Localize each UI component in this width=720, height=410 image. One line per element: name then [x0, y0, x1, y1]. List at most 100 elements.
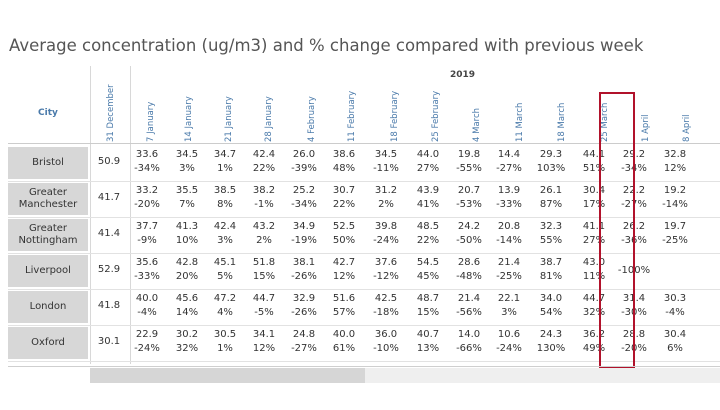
data-cell: 34.5 -11%	[368, 148, 404, 176]
data-cell: 40.7 13%	[410, 328, 446, 356]
date-header[interactable]: 4 February	[303, 86, 327, 142]
date-header[interactable]: 4 March	[468, 86, 492, 142]
date-header-label: 8 April	[682, 114, 692, 142]
percent-change: -1%	[254, 199, 274, 210]
percent-change: 12%	[663, 163, 687, 174]
data-cell: 30.4 6%	[657, 328, 693, 356]
date-header[interactable]: 1 April	[637, 86, 661, 142]
year-header: 2019	[450, 70, 476, 80]
row-separator	[8, 217, 720, 218]
data-cell: 25.2 -34%	[286, 184, 322, 212]
date-header[interactable]: 11 February	[343, 86, 367, 142]
data-cell: 29.3 103%	[533, 148, 569, 176]
concentration-value: 34.0	[539, 293, 563, 304]
concentration-value: 38.6	[332, 149, 356, 160]
data-cell: 19.8 -55%	[451, 148, 487, 176]
data-cell: 39.8 -24%	[368, 220, 404, 248]
city-column-header[interactable]: City	[38, 108, 58, 118]
concentration-value: 44.1	[582, 149, 606, 160]
concentration-value: 40.0	[135, 293, 159, 304]
date-header-label: 11 March	[515, 102, 525, 142]
percent-change: -10%	[373, 343, 399, 354]
percent-change: 1%	[217, 343, 233, 354]
data-cell: 40.0 61%	[326, 328, 362, 356]
city-cell[interactable]: Greater Manchester	[8, 183, 88, 215]
data-cell: 30.4 17%	[576, 184, 612, 212]
date-header[interactable]: 28 January	[260, 86, 284, 142]
date-header[interactable]: 18 March	[553, 86, 577, 142]
percent-change: -50%	[456, 235, 482, 246]
data-cell: 54.5 45%	[410, 256, 446, 284]
date-header-label: 18 March	[557, 102, 567, 142]
concentration-value: 13.9	[497, 185, 521, 196]
percent-change: 32%	[175, 343, 199, 354]
data-cell: 22.1 3%	[491, 292, 527, 320]
percent-change: -24%	[496, 343, 522, 354]
data-cell: 21.4 -25%	[491, 256, 527, 284]
percent-change: 32%	[582, 307, 606, 318]
data-cell: 19.2 -14%	[657, 184, 693, 212]
page-title: Average concentration (ug/m3) and % chan…	[9, 36, 644, 55]
percent-change: 10%	[175, 235, 199, 246]
date-header[interactable]: 25 February	[427, 86, 451, 142]
city-cell[interactable]: Greater Nottingham	[8, 219, 88, 251]
date-header[interactable]: 21 January	[220, 86, 244, 142]
data-cell: 32.8 12%	[657, 148, 693, 176]
table-row: London 41.8 40.0 -4% 45.6 14% 47.2 4% 44.7 -5% 32.…	[8, 289, 720, 325]
concentration-value: 31.2	[374, 185, 398, 196]
date-header-label: 4 March	[472, 107, 482, 142]
data-cell: 22.9 -24%	[129, 328, 165, 356]
concentration-value: 28.6	[457, 257, 481, 268]
percent-change: 27%	[582, 235, 606, 246]
concentration-value: 47.2	[213, 293, 237, 304]
data-cell: 36.2 49%	[576, 328, 612, 356]
percent-change: 41%	[416, 199, 440, 210]
concentration-value: 24.2	[457, 221, 481, 232]
concentration-value: 38.5	[213, 185, 237, 196]
data-cell: 35.5 7%	[169, 184, 205, 212]
date-header-label: 1 April	[641, 114, 651, 142]
data-cell: 38.6 48%	[326, 148, 362, 176]
data-cell: 26.0 -39%	[286, 148, 322, 176]
date-header[interactable]: 31 December	[102, 84, 126, 142]
concentration-value: 45.1	[213, 257, 237, 268]
data-cell: 20.8 -14%	[491, 220, 527, 248]
data-cell: 42.4 22%	[246, 148, 282, 176]
concentration-value: 40.7	[416, 329, 440, 340]
concentration-value: 44.7	[582, 293, 606, 304]
data-cell: 30.2 32%	[169, 328, 205, 356]
column-divider	[130, 66, 131, 364]
city-cell[interactable]: Bristol	[8, 147, 88, 179]
concentration-value: 26.0	[292, 149, 316, 160]
concentration-value: 20.7	[457, 185, 481, 196]
concentration-value: 24.3	[539, 329, 563, 340]
percent-change: 61%	[332, 343, 356, 354]
concentration-value: 20.8	[497, 221, 521, 232]
city-cell[interactable]: Liverpool	[8, 255, 88, 287]
percent-change: 3%	[217, 235, 233, 246]
date-header[interactable]: 7 January	[142, 86, 166, 142]
data-cell: 43.0 11%	[576, 256, 612, 284]
date-header[interactable]: 8 April	[678, 86, 702, 142]
city-cell[interactable]: Oxford	[8, 327, 88, 359]
data-cell: 30.5 1%	[207, 328, 243, 356]
concentration-value: 45.6	[175, 293, 199, 304]
data-cell: 20.7 -53%	[451, 184, 487, 212]
date-header-label: 28 January	[264, 96, 274, 142]
city-cell[interactable]: London	[8, 291, 88, 323]
date-header[interactable]: 11 March	[511, 86, 535, 142]
percent-change: -9%	[137, 235, 157, 246]
row-separator	[8, 289, 720, 290]
percent-change: 15%	[252, 271, 276, 282]
data-cell: 45.6 14%	[169, 292, 205, 320]
date-header[interactable]: 14 January	[180, 86, 204, 142]
data-cell: 13.9 -33%	[491, 184, 527, 212]
concentration-value: 54.5	[416, 257, 440, 268]
data-cell: 34.1 12%	[246, 328, 282, 356]
date-header[interactable]: 18 February	[386, 86, 410, 142]
concentration-value: 24.8	[292, 329, 316, 340]
data-cell: 31.2 2%	[368, 184, 404, 212]
concentration-value: 42.4	[213, 221, 237, 232]
baseline-value: 41.4	[97, 228, 121, 239]
scrollbar-thumb[interactable]	[90, 368, 365, 383]
